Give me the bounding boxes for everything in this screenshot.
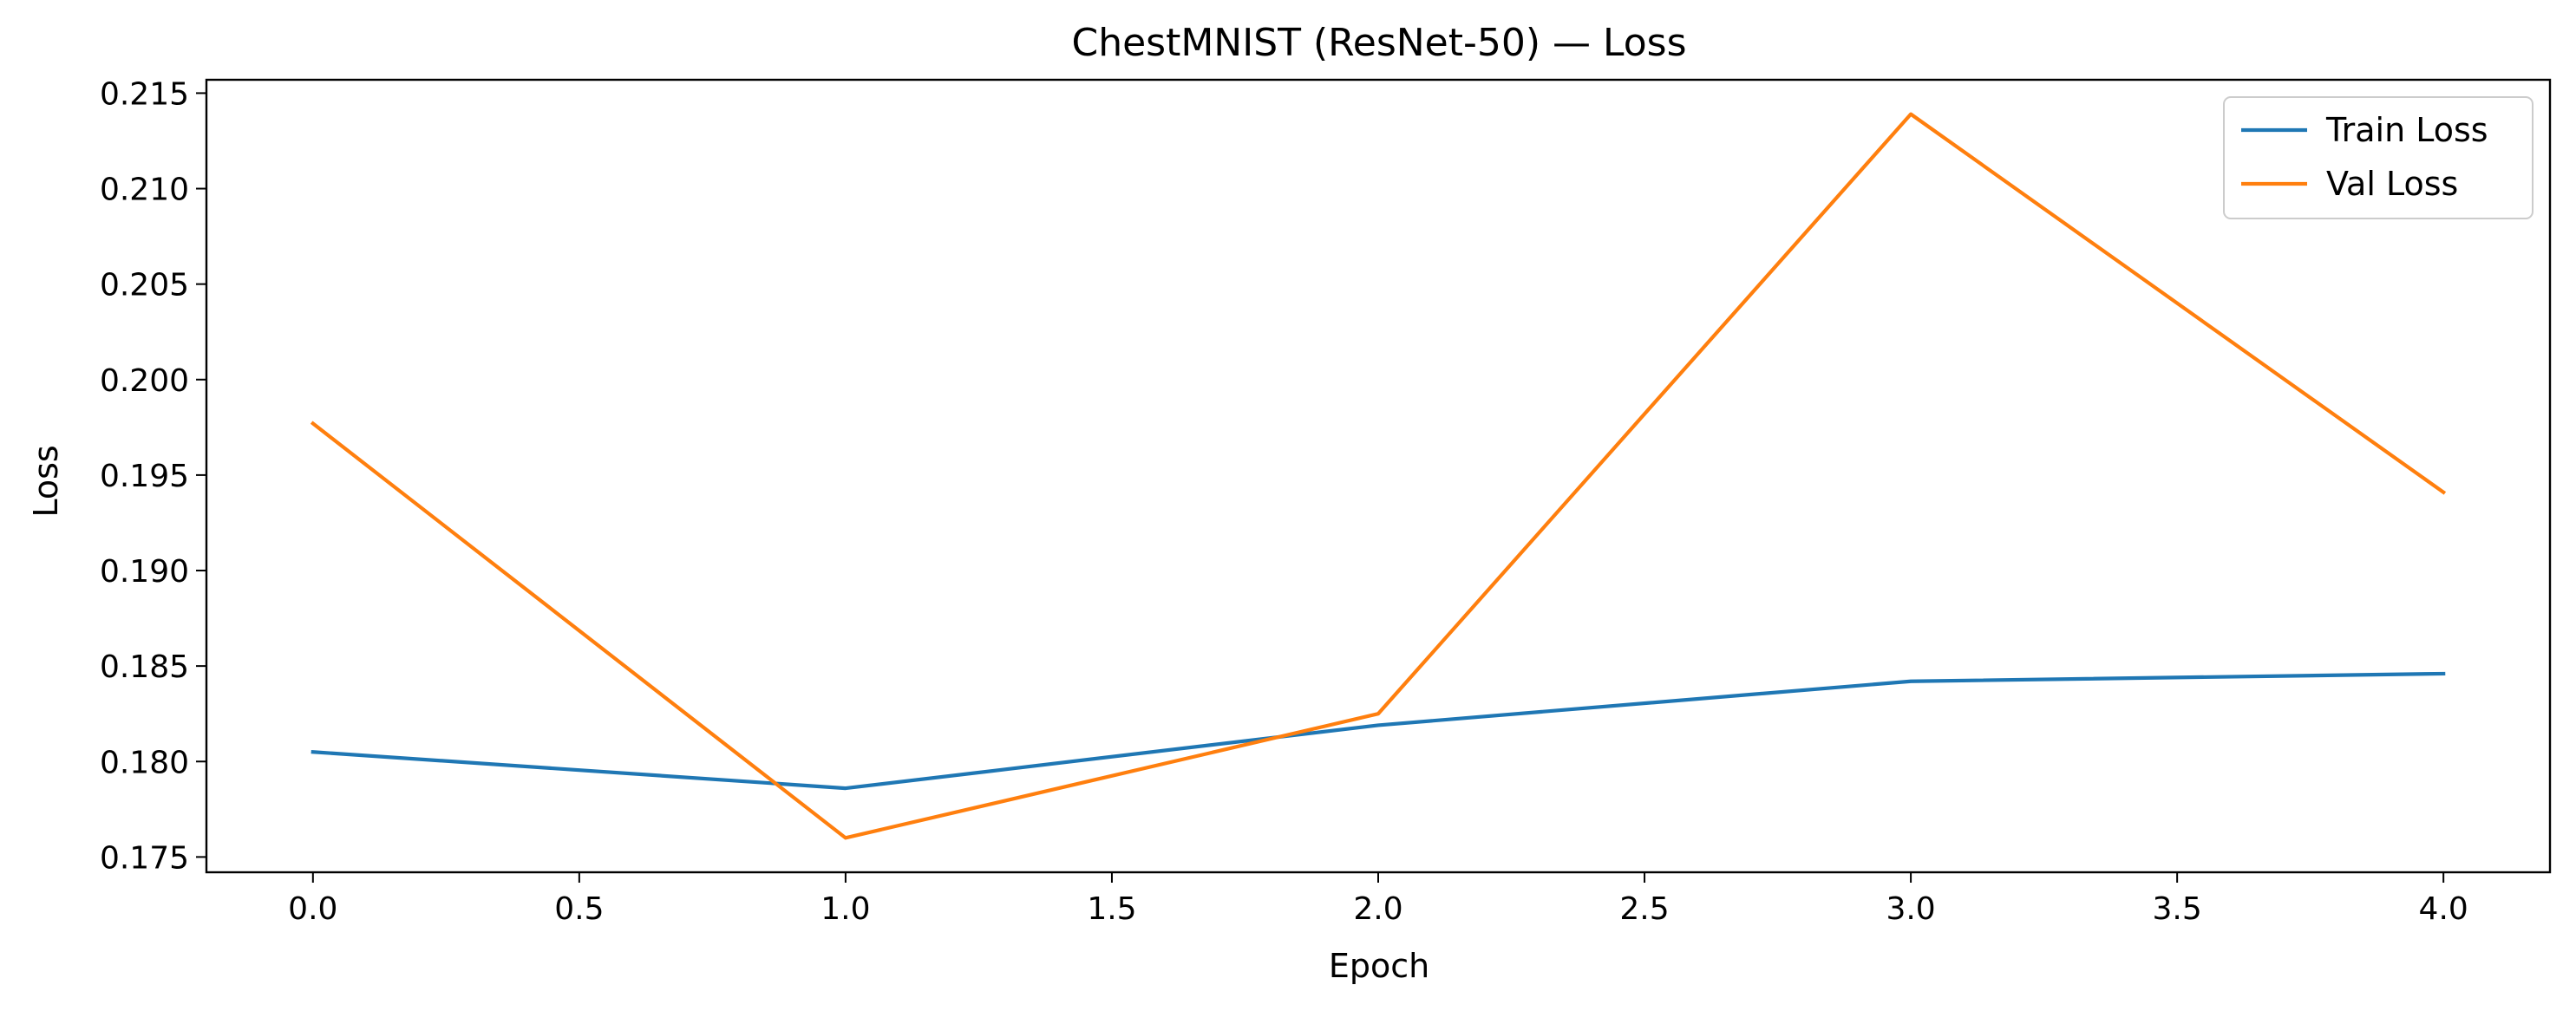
val-loss-line — [310, 112, 2447, 840]
y-axis-label: Loss — [27, 445, 65, 517]
y-axis: 0.175 0.180 0.185 0.190 0.195 0.200 0.205 0.210… — [100, 76, 206, 876]
x-tick-label: 0.5 — [554, 891, 604, 927]
y-tick-label: 0.195 — [100, 459, 189, 494]
y-tick-label: 0.190 — [100, 554, 189, 590]
y-tick-label: 0.215 — [100, 76, 189, 112]
y-tick-label: 0.210 — [100, 173, 189, 208]
x-tick-label: 1.5 — [1087, 891, 1136, 927]
x-tick-label: 4.0 — [2419, 891, 2468, 927]
train-loss-legend-label: Train Loss — [2325, 111, 2488, 149]
chart-title: ChestMNIST (ResNet-50) — Loss — [1071, 21, 1686, 65]
train-loss-line — [311, 671, 2446, 791]
x-tick-label: 2.0 — [1353, 891, 1402, 927]
y-tick-label: 0.185 — [100, 649, 189, 685]
legend: Train Loss Val Loss — [2223, 96, 2534, 219]
y-tick-label: 0.180 — [100, 745, 189, 780]
x-axis: 0.0 0.5 1.0 1.5 2.0 2.5 3.0 3.5 4.0 — [288, 872, 2468, 927]
x-tick-label: 3.0 — [1886, 891, 1935, 927]
x-tick-label: 1.0 — [821, 891, 870, 927]
legend-box — [2223, 96, 2534, 219]
val-loss-legend-label: Val Loss — [2326, 165, 2458, 203]
y-tick-label: 0.205 — [100, 268, 189, 303]
y-tick-label: 0.175 — [100, 840, 189, 876]
x-tick-label: 2.5 — [1619, 891, 1669, 927]
x-axis-label: Epoch — [1329, 947, 1429, 985]
y-tick-label: 0.200 — [100, 363, 189, 399]
x-tick-label: 3.5 — [2153, 891, 2202, 927]
series-lines — [310, 112, 2447, 840]
x-tick-label: 0.0 — [288, 891, 337, 927]
